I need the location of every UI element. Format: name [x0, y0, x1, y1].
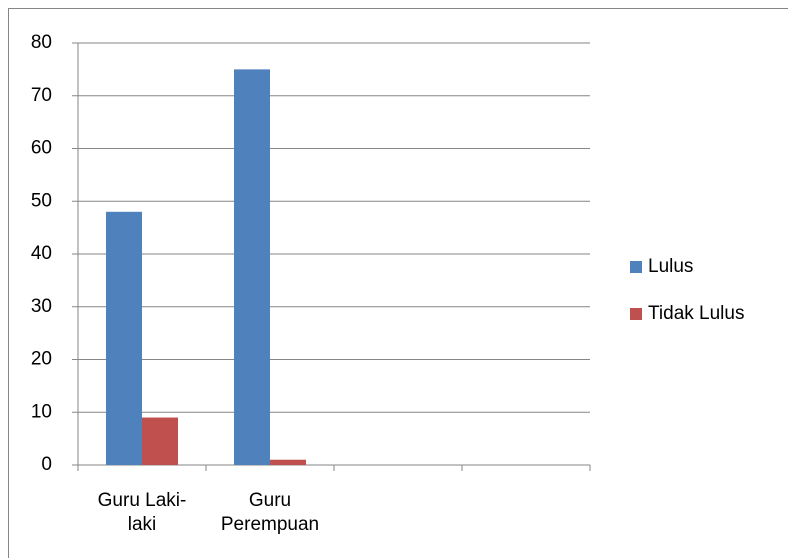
- y-tick-label: 10: [31, 401, 52, 422]
- legend-label: Lulus: [648, 256, 693, 277]
- y-tick-label: 50: [31, 190, 52, 211]
- x-tick-label: Guru Laki-laki: [97, 490, 187, 535]
- bar: [142, 417, 178, 465]
- bar: [234, 69, 270, 465]
- legend-swatch: [630, 308, 642, 320]
- y-tick-label: 0: [41, 454, 52, 475]
- legend-label: Tidak Lulus: [648, 303, 744, 324]
- y-tick-label: 20: [31, 349, 52, 370]
- chart-border: [8, 8, 788, 558]
- x-tick-label: Guru Perempuan: [220, 490, 320, 535]
- y-tick-label: 70: [31, 85, 52, 106]
- legend-swatch: [630, 261, 642, 273]
- y-tick-label: 30: [31, 296, 52, 317]
- y-tick-label: 60: [31, 138, 52, 159]
- y-tick-label: 40: [31, 243, 52, 264]
- bar: [106, 211, 142, 465]
- y-tick-label: 80: [31, 32, 52, 53]
- bar: [270, 459, 306, 465]
